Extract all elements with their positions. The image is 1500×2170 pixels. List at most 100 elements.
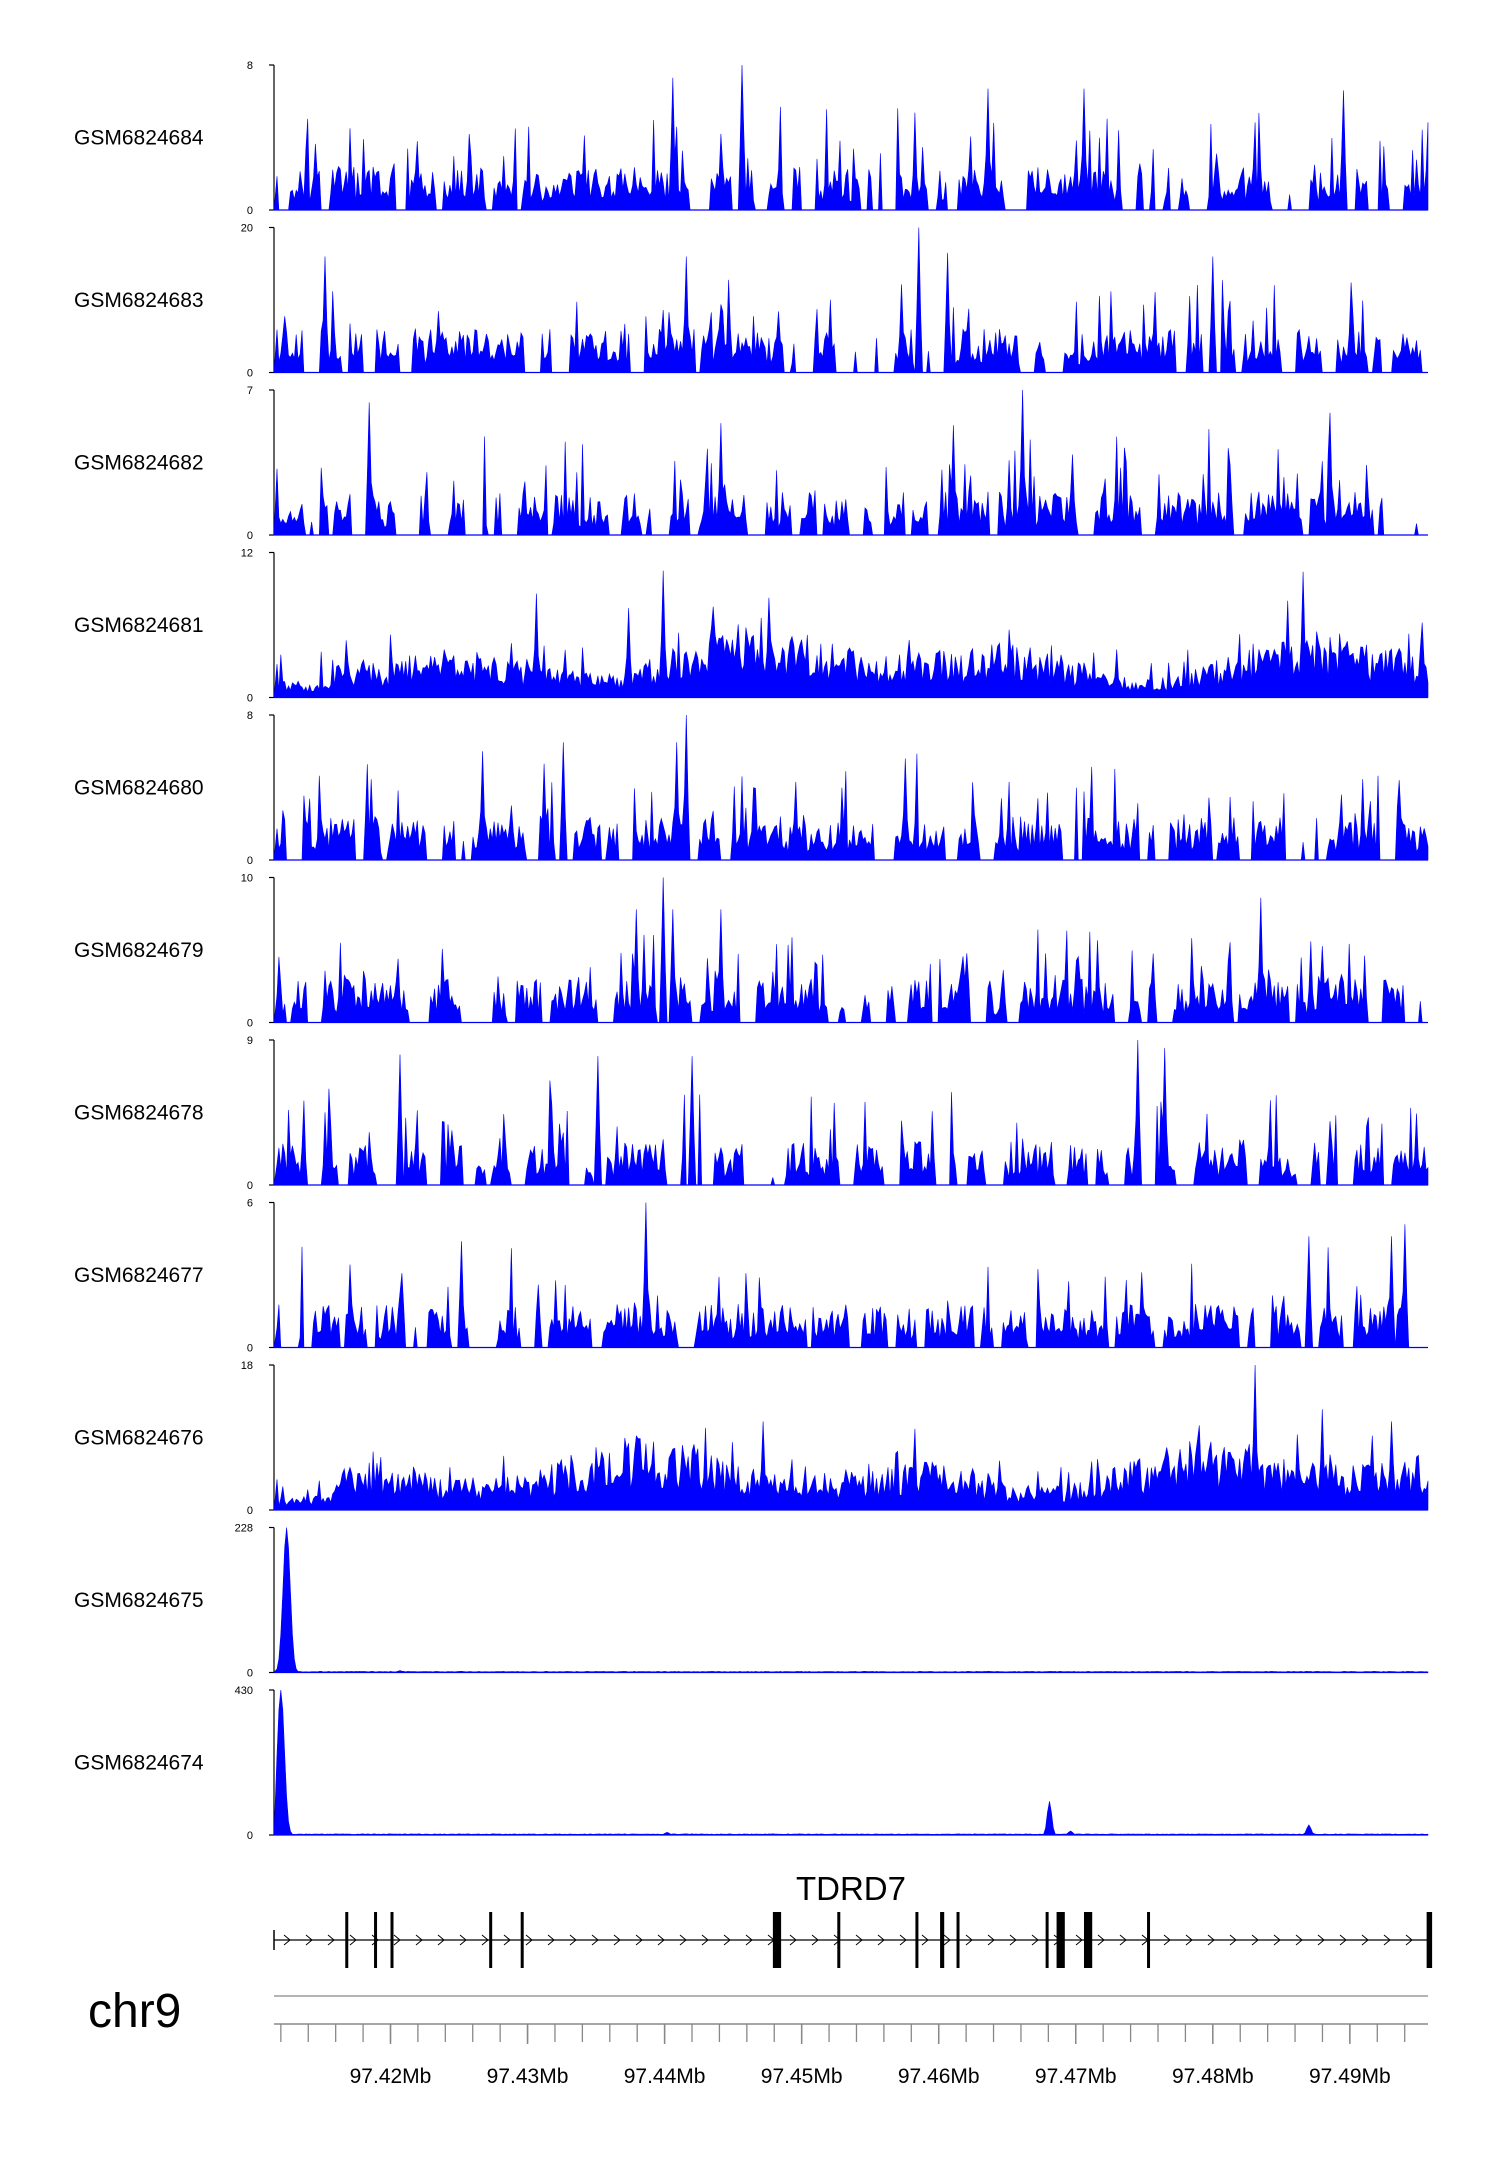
strand-arrow-icon (1075, 1934, 1083, 1946)
y-max-label: 7 (247, 385, 253, 397)
track-label: GSM6824680 (74, 777, 204, 800)
y-min-label: 0 (247, 1830, 253, 1842)
exon (345, 1912, 349, 1968)
strand-arrow-icon (657, 1934, 665, 1946)
strand-arrow-icon (371, 1934, 379, 1946)
gene-name: TDRD7 (796, 1870, 906, 1907)
exon (520, 1912, 524, 1968)
exon (956, 1912, 960, 1968)
track-label: GSM6824679 (74, 939, 204, 962)
track-label: GSM6824683 (74, 289, 204, 312)
strand-arrow-icon (921, 1934, 929, 1946)
x-tick-label: 97.43Mb (487, 2065, 569, 2088)
strand-arrow-icon (349, 1934, 357, 1946)
signal-track: GSM6824684 8 0 (74, 60, 1429, 217)
exon (374, 1912, 378, 1968)
y-max-label: 8 (247, 710, 253, 722)
coverage-area (273, 227, 1428, 373)
y-min-label: 0 (247, 205, 253, 217)
exon (1056, 1912, 1065, 1968)
strand-arrow-icon (547, 1934, 555, 1946)
strand-arrow-icon (723, 1934, 731, 1946)
y-min-label: 0 (247, 1343, 253, 1355)
strand-arrow-icon (1207, 1934, 1215, 1946)
strand-arrow-icon (1229, 1934, 1237, 1946)
y-max-label: 8 (247, 60, 253, 72)
strand-arrow-icon (1185, 1934, 1193, 1946)
coverage-area (273, 64, 1429, 211)
strand-arrow-icon (569, 1934, 577, 1946)
strand-arrow-icon (1119, 1934, 1127, 1946)
coverage-area (273, 877, 1428, 1023)
strand-arrow-icon (481, 1934, 489, 1946)
y-max-label: 20 (241, 223, 253, 235)
strand-arrow-icon (1295, 1934, 1303, 1946)
chromosome-label: chr9 (88, 1985, 181, 2038)
y-min-label: 0 (247, 1180, 253, 1192)
exon (1426, 1912, 1433, 1968)
strand-arrow-icon (503, 1934, 511, 1946)
strand-arrow-icon (525, 1934, 533, 1946)
strand-arrow-icon (1339, 1934, 1347, 1946)
y-max-label: 6 (247, 1198, 253, 1210)
exon (489, 1912, 493, 1968)
strand-arrow-icon (1273, 1934, 1281, 1946)
exon (1045, 1912, 1049, 1968)
signal-track: GSM6824677 6 0 (74, 1198, 1428, 1355)
track-label: GSM6824682 (74, 452, 204, 475)
x-tick-label: 97.48Mb (1172, 2065, 1254, 2088)
y-max-label: 228 (235, 1523, 253, 1535)
y-max-label: 9 (247, 1035, 253, 1047)
signal-track: GSM6824682 7 0 (74, 385, 1428, 542)
strand-arrow-icon (789, 1934, 797, 1946)
strand-arrow-icon (459, 1934, 467, 1946)
coverage-area (273, 1527, 1429, 1673)
coverage-area (273, 389, 1428, 536)
y-min-label: 0 (247, 1018, 253, 1030)
track-label: GSM6824676 (74, 1427, 204, 1450)
strand-arrow-icon (1383, 1934, 1391, 1946)
signal-track: GSM6824676 18 0 (74, 1360, 1429, 1517)
signal-track: GSM6824680 8 0 (74, 710, 1429, 867)
coverage-area (273, 714, 1429, 861)
y-max-label: 430 (235, 1685, 253, 1697)
strand-arrow-icon (965, 1934, 973, 1946)
strand-arrow-icon (701, 1934, 709, 1946)
y-max-label: 10 (241, 873, 253, 885)
x-tick-label: 97.44Mb (624, 2065, 706, 2088)
strand-arrow-icon (1251, 1934, 1259, 1946)
exon (915, 1912, 919, 1968)
coordinate-ruler: chr9 97.42Mb 97.43Mb 97.44Mb 97.45Mb 97.46Mb 9… (88, 1985, 1428, 2088)
y-max-label: 18 (241, 1360, 253, 1372)
x-tick-label: 97.46Mb (898, 2065, 980, 2088)
strand-arrow-icon (679, 1934, 687, 1946)
y-min-label: 0 (247, 1668, 253, 1680)
track-label: GSM6824677 (74, 1264, 204, 1287)
strand-arrow-icon (283, 1934, 291, 1946)
strand-arrow-icon (987, 1934, 995, 1946)
strand-arrow-icon (437, 1934, 445, 1946)
signal-track: GSM6824683 20 0 (74, 223, 1428, 380)
x-tick-label: 97.45Mb (761, 2065, 843, 2088)
strand-arrow-icon (1361, 1934, 1369, 1946)
track-label: GSM6824678 (74, 1102, 204, 1125)
exon (390, 1912, 394, 1968)
exon (837, 1912, 841, 1968)
y-min-label: 0 (247, 855, 253, 867)
x-tick-label: 97.49Mb (1309, 2065, 1391, 2088)
coverage-area (273, 1689, 1429, 1836)
signal-track: GSM6824675 228 0 (74, 1523, 1429, 1680)
strand-arrow-icon (393, 1934, 401, 1946)
coverage-area (273, 1364, 1429, 1511)
exon (940, 1912, 945, 1968)
gene-track: TDRD7 (273, 1870, 1433, 1968)
x-tick-label: 97.47Mb (1035, 2065, 1117, 2088)
signal-tracks: GSM682468480GSM6824683200GSM682468270GSM… (74, 60, 1429, 1842)
coverage-area (273, 570, 1429, 698)
strand-arrow-icon (1097, 1934, 1105, 1946)
strand-arrow-icon (1031, 1934, 1039, 1946)
signal-track: GSM6824674 430 0 (74, 1685, 1429, 1842)
y-max-label: 12 (241, 548, 253, 560)
strand-arrow-icon (1163, 1934, 1171, 1946)
